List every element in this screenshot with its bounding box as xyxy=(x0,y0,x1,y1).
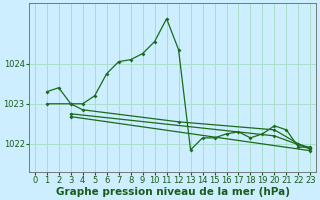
X-axis label: Graphe pression niveau de la mer (hPa): Graphe pression niveau de la mer (hPa) xyxy=(56,187,290,197)
